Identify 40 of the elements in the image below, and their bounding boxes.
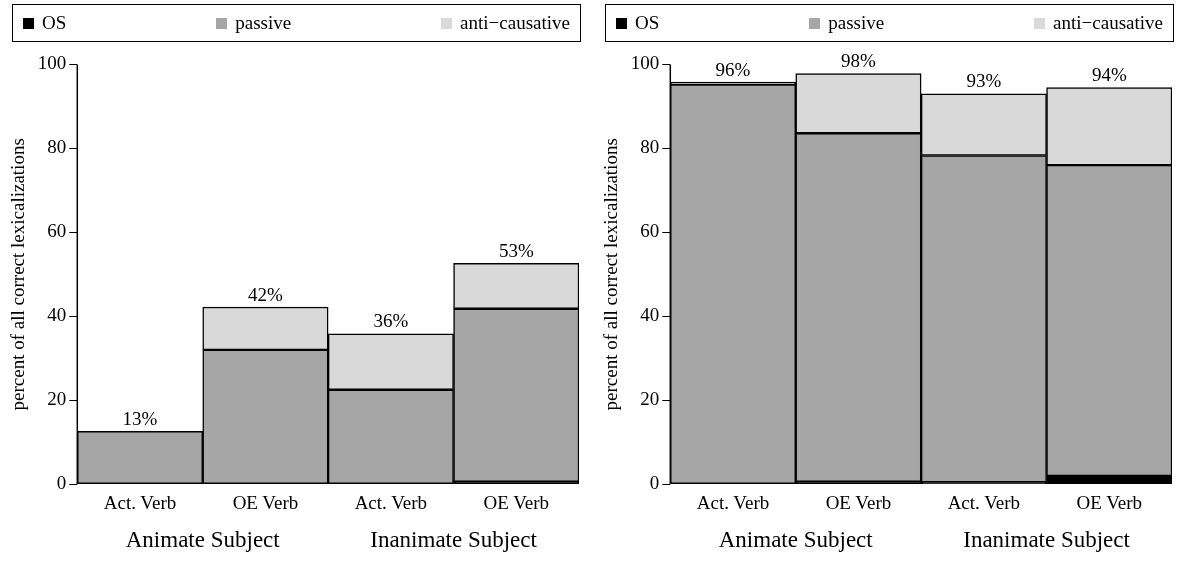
y-axis-title: percent of all correct lexicalizations [600, 138, 622, 411]
text: Animate Subject [125, 526, 281, 552]
legend-label: anti−causative [1053, 12, 1163, 34]
legend-label: passive [235, 12, 292, 34]
legend-label: passive [828, 12, 885, 34]
x-tick-label: OE Verb [232, 491, 299, 513]
total-label: 98% [841, 50, 877, 72]
x-tick-label: OE Verb [483, 491, 550, 513]
y-tick-label: 60 [47, 220, 67, 242]
y-axis-title: percent of all correct lexicalizations [7, 138, 29, 411]
x-tick-label: OE Verb [825, 491, 892, 513]
y-tick-label: 100 [37, 52, 67, 74]
x-tick-label: Act. Verb [947, 491, 1021, 513]
x-tick-label: Act. Verb [696, 491, 770, 513]
y-tick-label: 60 [640, 220, 660, 242]
x-tick-label: Act. Verb [354, 491, 428, 513]
total-label: 36% [373, 310, 409, 332]
legend-label: OS [42, 12, 67, 34]
total-label: 94% [1091, 63, 1127, 85]
text: Inanimate Subject [370, 526, 538, 552]
y-tick-label: 80 [640, 136, 660, 158]
text: Inanimate Subject [963, 526, 1131, 552]
x-tick-label: Act. Verb [103, 491, 177, 513]
y-tick-label: 40 [640, 304, 660, 326]
y-tick-label: 80 [47, 136, 67, 158]
total-label: 42% [248, 283, 284, 305]
total-label: 93% [966, 70, 1002, 92]
x-tick-label: OE Verb [1076, 491, 1143, 513]
total-label: 96% [715, 58, 751, 80]
y-tick-label: 20 [47, 388, 67, 410]
legend-label: anti−causative [460, 12, 570, 34]
y-tick-label: 100 [630, 52, 660, 74]
y-tick-label: 0 [56, 472, 67, 494]
y-tick-label: 20 [640, 388, 660, 410]
text: Animate Subject [718, 526, 874, 552]
y-tick-label: 40 [47, 304, 67, 326]
total-label: 53% [498, 239, 534, 261]
legend-label: OS [635, 12, 660, 34]
y-tick-label: 0 [649, 472, 660, 494]
total-label: 13% [122, 407, 158, 429]
